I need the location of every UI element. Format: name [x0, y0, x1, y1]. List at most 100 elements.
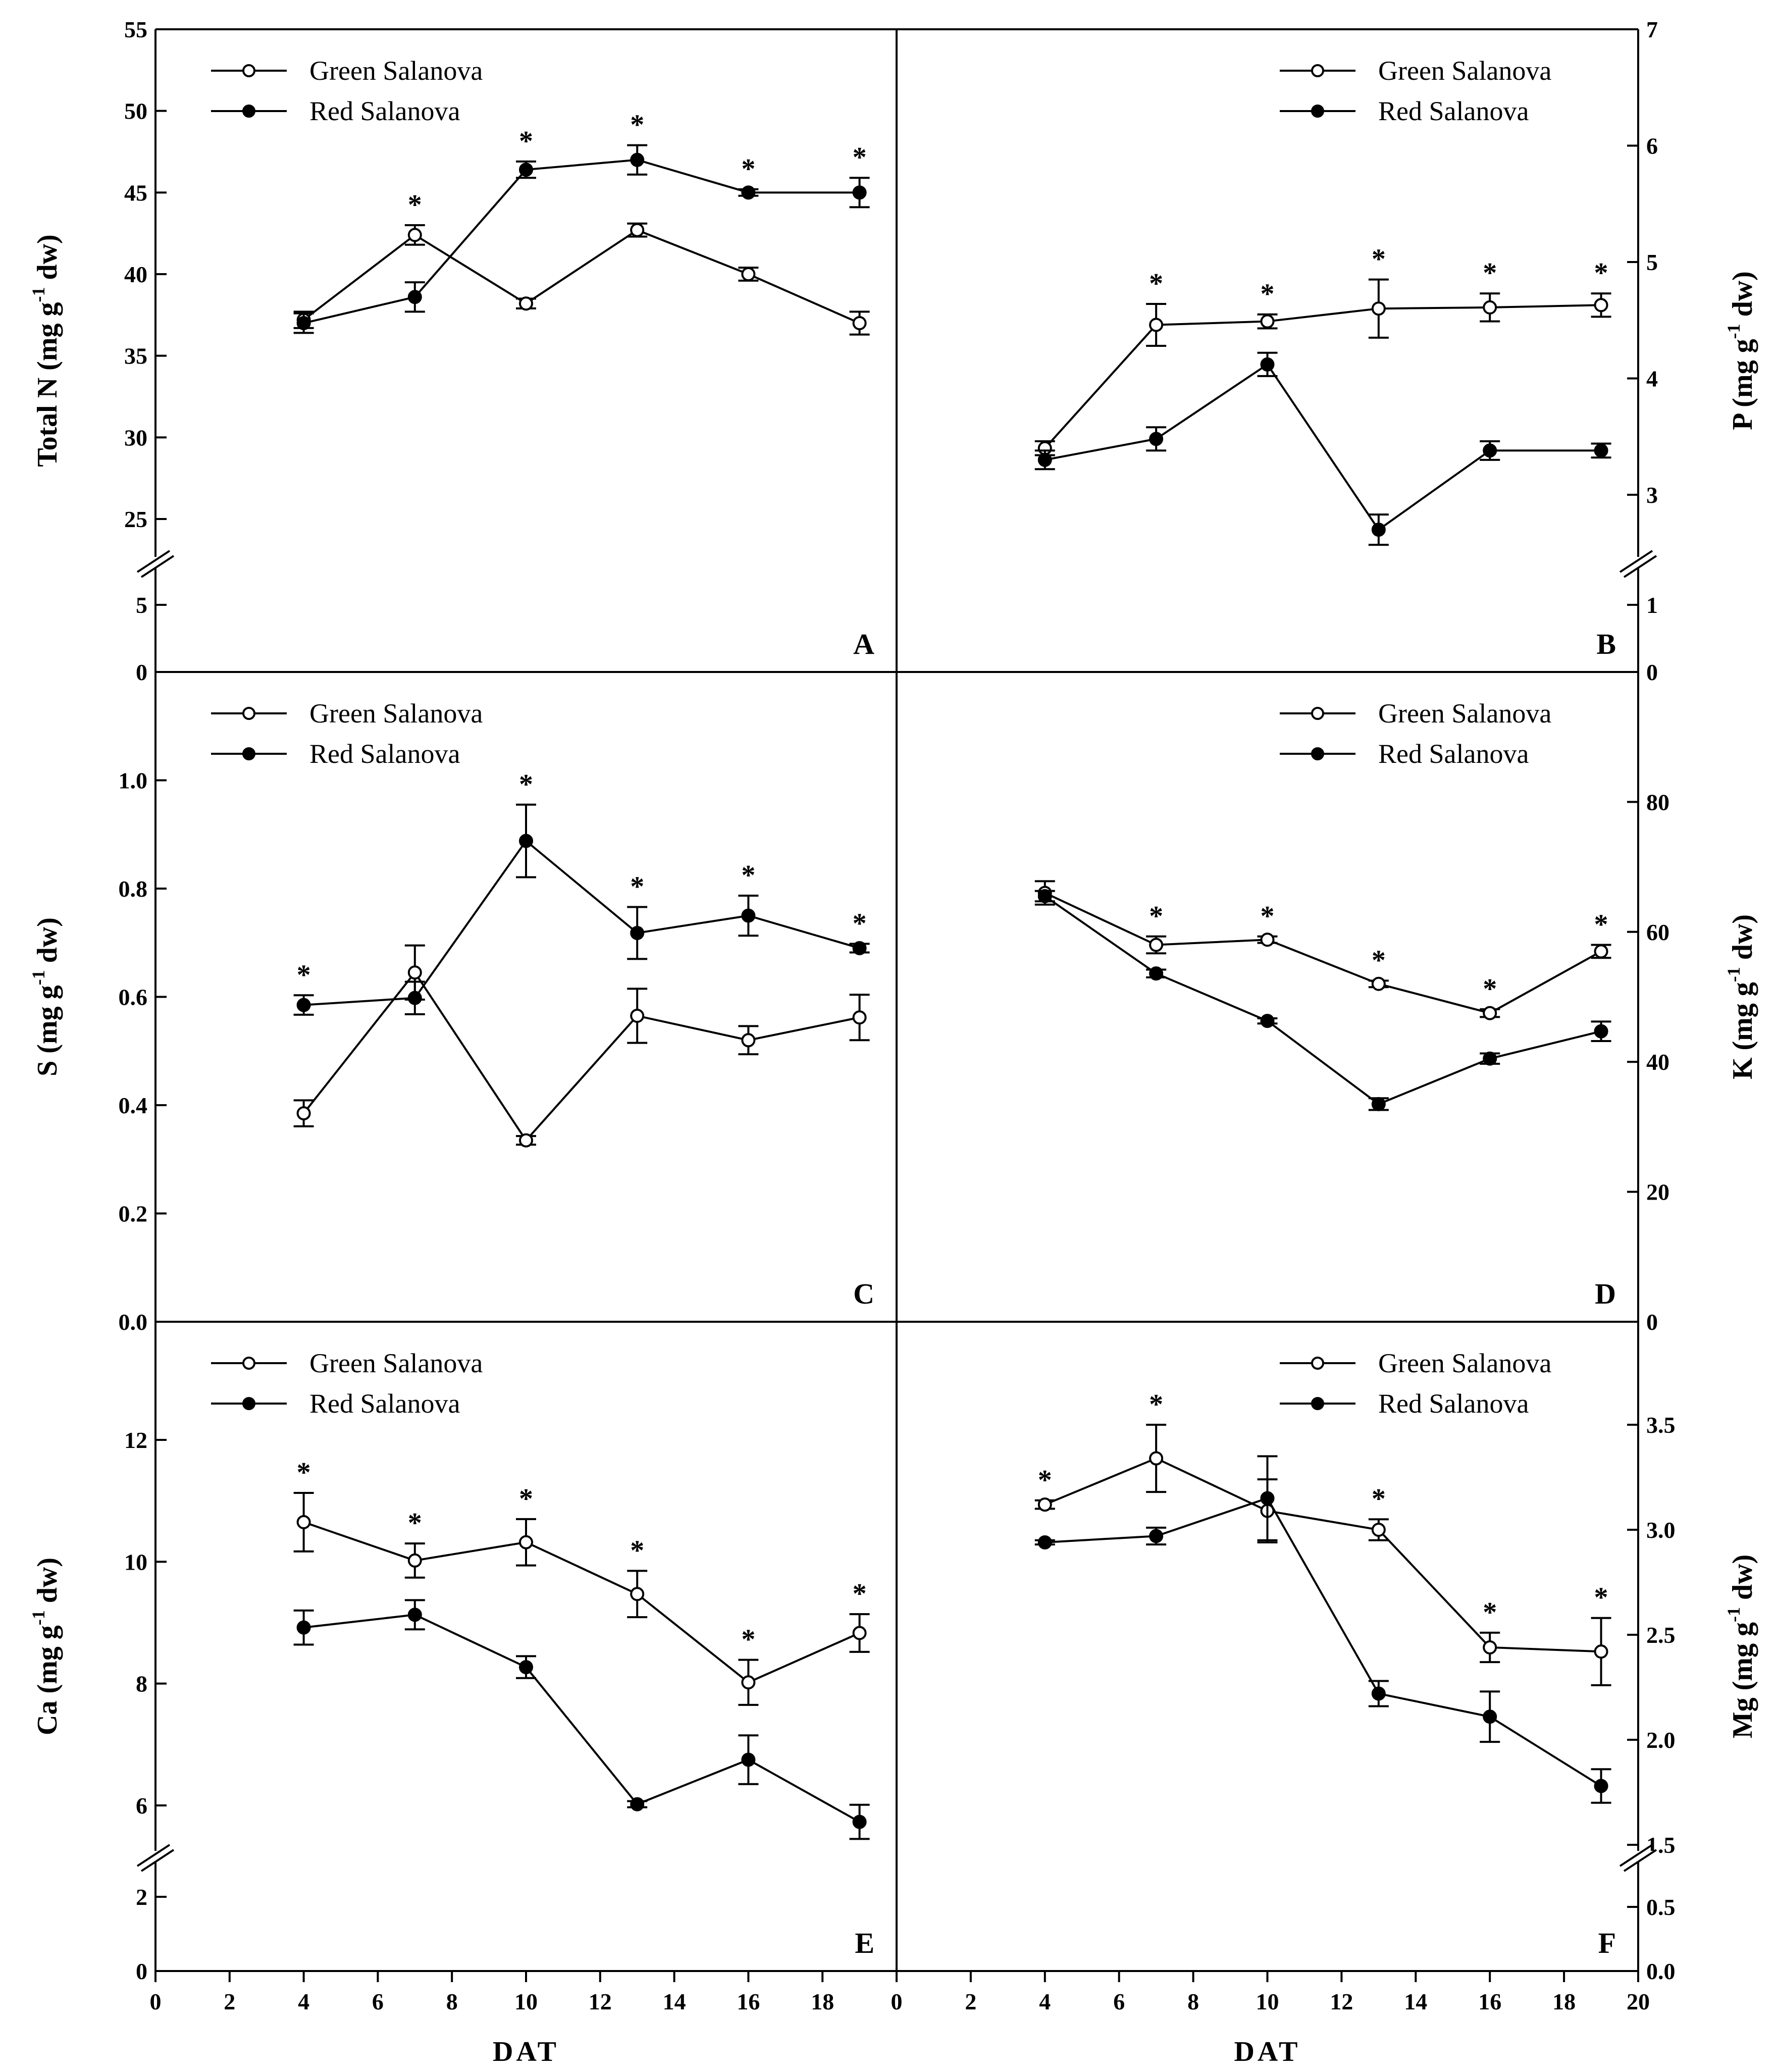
- data-point: [1483, 1640, 1497, 1654]
- panel-label: B: [1596, 628, 1616, 660]
- y-axis-title-main: P (mg g: [1727, 339, 1758, 430]
- y-tick-label: 8: [136, 1671, 147, 1697]
- y-tick-label: 3.5: [1646, 1412, 1676, 1438]
- data-point: [852, 941, 867, 955]
- y-tick-label: 0.4: [119, 1093, 148, 1118]
- data-point: [630, 925, 645, 940]
- data-point: [1149, 1529, 1164, 1543]
- x-axis-title: DAT: [493, 2036, 559, 2067]
- x-tick-label: 0: [891, 1989, 903, 2014]
- significance-star: *: [1594, 1582, 1608, 1614]
- y-axis-title: Ca (mg g-1 dw): [28, 1558, 63, 1735]
- data-point: [1483, 300, 1497, 315]
- panel-label: D: [1595, 1277, 1616, 1310]
- data-point: [1371, 301, 1386, 316]
- legend-entry: Red Salanova: [1378, 96, 1529, 126]
- legend-marker: [242, 1397, 255, 1410]
- significance-star: *: [1594, 909, 1608, 941]
- data-point: [852, 1626, 867, 1640]
- legend-entry: Green Salanova: [309, 698, 483, 729]
- data-point: [1483, 1006, 1497, 1020]
- series-line: [303, 1614, 860, 1823]
- legend-entry: Green Salanova: [1378, 698, 1551, 729]
- y-axis-title-superscript: -1: [28, 970, 48, 985]
- y-tick-label: 45: [124, 180, 147, 205]
- significance-star: *: [741, 860, 755, 891]
- data-point: [519, 296, 533, 311]
- y-tick-label: 0: [136, 1958, 147, 1984]
- significance-star: *: [408, 1508, 422, 1539]
- panel-E: 0 2 6 8 10 12 Ca (mg g-1 dw) Green Salanova Red …: [28, 1348, 874, 2067]
- data-point: [852, 185, 867, 200]
- data-point: [1149, 938, 1164, 952]
- data-point: [407, 290, 422, 304]
- data-point: [741, 1752, 756, 1767]
- y-axis-title-tail: dw): [32, 917, 63, 970]
- data-point: [1594, 944, 1608, 959]
- significance-star: *: [1149, 901, 1163, 932]
- data-point: [1149, 1451, 1164, 1466]
- y-axis-title-tail: dw): [32, 234, 63, 287]
- data-point: [1483, 1710, 1497, 1724]
- data-point: [1037, 889, 1052, 904]
- series-line: [1044, 304, 1601, 449]
- y-tick-label: 60: [1646, 919, 1669, 945]
- y-tick-label: 0: [1646, 1309, 1658, 1335]
- legend-entry: Red Salanova: [1378, 739, 1529, 769]
- y-tick-label: 20: [1646, 1179, 1669, 1205]
- significance-star: *: [630, 1535, 644, 1566]
- data-point: [1371, 1686, 1386, 1701]
- significance-star: *: [1483, 973, 1497, 1005]
- data-point: [1149, 432, 1164, 446]
- data-point: [1260, 1491, 1275, 1506]
- y-tick-label: 6: [1646, 133, 1658, 159]
- y-axis-title: P (mg g-1 dw): [1723, 271, 1758, 430]
- panel-B: 0 1 3 4 5 6 7 P (mg g-1 dw) Green Salanova Red Sa…: [1034, 17, 1758, 685]
- significance-star: *: [1372, 1483, 1386, 1515]
- significance-star: *: [853, 1578, 867, 1610]
- axis-break-gap: [135, 1851, 176, 1862]
- x-tick-label: 2: [965, 1989, 976, 2014]
- legend-marker: [242, 1357, 255, 1370]
- data-point: [852, 1010, 867, 1025]
- series-line: [303, 229, 860, 324]
- significance-star: *: [630, 871, 644, 902]
- legend-entry: Red Salanova: [1378, 1388, 1529, 1419]
- y-tick-label: 2.0: [1646, 1727, 1676, 1753]
- data-point: [407, 1608, 422, 1622]
- legend-entry: Green Salanova: [309, 1348, 483, 1378]
- data-point: [1371, 523, 1386, 537]
- data-point: [630, 152, 645, 167]
- legend-entry: Green Salanova: [1378, 1348, 1551, 1378]
- y-axis-title-main: Total N (mg g: [32, 302, 63, 467]
- y-tick-label: 35: [124, 343, 147, 369]
- series-line: [303, 159, 860, 324]
- x-tick-label: 10: [1256, 1989, 1279, 2014]
- data-point: [630, 1009, 645, 1023]
- x-tick-label: 16: [1478, 1989, 1501, 2014]
- y-axis-title-superscript: -1: [1723, 324, 1744, 339]
- significance-star: *: [1038, 1465, 1052, 1496]
- data-point: [1594, 1779, 1608, 1793]
- significance-star: *: [519, 769, 533, 800]
- data-point: [1260, 314, 1275, 329]
- series-line: [1044, 1457, 1601, 1653]
- y-axis-title-main: S (mg g: [32, 985, 63, 1076]
- y-tick-label: 10: [124, 1549, 147, 1575]
- data-point: [407, 965, 422, 980]
- y-tick-label: 0: [1646, 659, 1658, 685]
- data-point: [741, 1675, 756, 1690]
- legend-marker: [242, 64, 255, 77]
- significance-star: *: [1372, 244, 1386, 275]
- panel-C: 0.0 0.2 0.4 0.6 0.8 1.0 S (mg g-1 dw) Green Sal…: [28, 698, 874, 1335]
- axis-break-gap: [1618, 557, 1658, 568]
- significance-star: *: [1149, 1389, 1163, 1420]
- data-point: [1149, 318, 1164, 332]
- data-point: [407, 1553, 422, 1568]
- data-point: [1260, 1014, 1275, 1028]
- legend-entry: Red Salanova: [309, 96, 460, 126]
- legend-marker: [242, 707, 255, 720]
- y-axis-title-superscript: -1: [1723, 1607, 1744, 1622]
- significance-star: *: [1261, 279, 1275, 310]
- data-point: [1594, 1024, 1608, 1039]
